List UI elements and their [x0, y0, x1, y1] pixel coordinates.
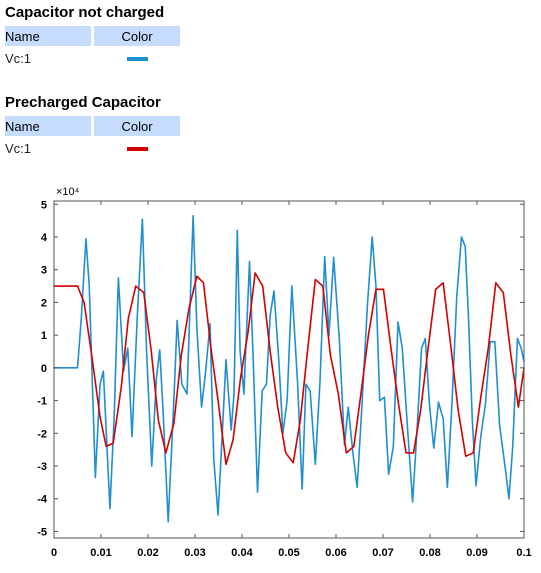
legend-row: Vc:1	[5, 136, 180, 160]
series-layer	[53, 214, 525, 523]
name-column-header: Name	[5, 26, 94, 46]
legend-not-charged: Capacitor not charged Name Color Vc:1	[5, 4, 180, 70]
y-tick-label: -5	[37, 526, 47, 538]
line-chart: 5 4 3 2 1 0 -1 -2 -3 -4 -5 0 0.01 0.02 0.03 0.04 0.05 0.0…	[37, 186, 531, 559]
x-tick-label: 0.07	[372, 547, 393, 559]
x-tick-label: 0.06	[325, 547, 346, 559]
y-tick-label: -1	[37, 396, 47, 408]
color-column-header: Color	[94, 26, 180, 46]
y-tick-label: 3	[41, 265, 47, 277]
series-line-1	[53, 214, 525, 523]
y-tick-label: 4	[41, 232, 48, 244]
color-swatch	[126, 57, 148, 62]
legend-table: Name Color Vc:1	[5, 116, 180, 160]
x-tick-label: 0.09	[466, 547, 487, 559]
series-name: Vc:1	[5, 50, 32, 66]
series-name: Vc:1	[5, 140, 32, 156]
legend-title: Capacitor not charged	[5, 4, 165, 21]
legend-title: Precharged Capacitor	[5, 94, 161, 111]
color-column-header: Color	[94, 116, 180, 136]
x-tick-label: 0.04	[231, 547, 253, 559]
x-tick-label: 0.08	[419, 547, 440, 559]
x-tick-label: 0.01	[90, 547, 111, 559]
series-line-2	[53, 272, 525, 466]
y-tick-label: 1	[41, 330, 47, 342]
x-tick-label: 0.1	[516, 547, 531, 559]
y-multiplier-label: ×10⁴	[56, 186, 80, 198]
x-tick-label: 0	[51, 547, 57, 559]
y-tick-label: 0	[41, 363, 47, 375]
legend-precharged: Precharged Capacitor Name Color Vc:1	[5, 94, 180, 160]
legend-table: Name Color Vc:1	[5, 26, 180, 70]
y-tick-label: 5	[41, 199, 47, 211]
axes-layer: 5 4 3 2 1 0 -1 -2 -3 -4 -5 0 0.01 0.02 0.03 0.04 0.05 0.0…	[37, 199, 531, 559]
y-tick-label: -3	[37, 461, 47, 473]
y-tick-label: 2	[41, 297, 47, 309]
legend-row: Vc:1	[5, 46, 180, 70]
x-tick-label: 0.05	[278, 547, 299, 559]
color-swatch	[126, 147, 148, 152]
x-tick-label: 0.03	[184, 547, 205, 559]
name-column-header: Name	[5, 116, 94, 136]
y-tick-label: -4	[37, 494, 48, 506]
y-tick-label: -2	[37, 428, 47, 440]
x-tick-label: 0.02	[137, 547, 158, 559]
